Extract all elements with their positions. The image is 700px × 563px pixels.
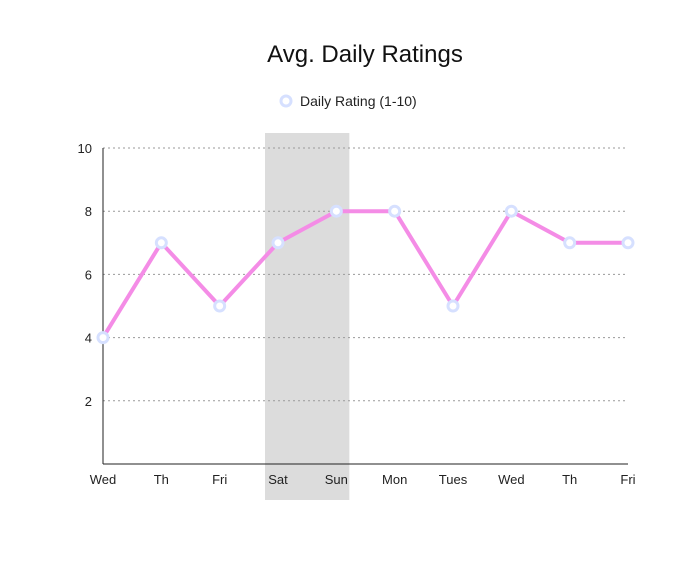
y-tick-label: 8 xyxy=(85,204,92,219)
data-point[interactable] xyxy=(96,331,110,345)
x-tick-label: Fri xyxy=(212,472,227,487)
data-point[interactable] xyxy=(154,236,168,250)
data-point[interactable] xyxy=(271,236,285,250)
y-tick-label: 2 xyxy=(85,394,92,409)
x-tick-label: Tues xyxy=(439,472,468,487)
series-line xyxy=(101,209,630,340)
x-tick-label: Th xyxy=(154,472,169,487)
legend-label: Daily Rating (1-10) xyxy=(300,93,417,109)
weekend-highlight-band xyxy=(265,133,350,500)
x-tick-label: Wed xyxy=(498,472,525,487)
x-tick-label: Sun xyxy=(325,472,348,487)
grid-lines xyxy=(103,147,628,402)
y-axis-ticks: 2 4 6 8 10 xyxy=(78,141,92,409)
data-point[interactable] xyxy=(621,236,635,250)
data-point[interactable] xyxy=(213,299,227,313)
chart-title: Avg. Daily Ratings xyxy=(267,41,463,68)
x-tick-label: Th xyxy=(562,472,577,487)
x-tick-label: Wed xyxy=(90,472,117,487)
x-tick-label: Sat xyxy=(268,472,288,487)
data-point[interactable] xyxy=(563,236,577,250)
y-tick-label: 6 xyxy=(85,267,92,282)
x-tick-label: Mon xyxy=(382,472,407,487)
y-tick-label: 4 xyxy=(85,331,92,346)
data-point[interactable] xyxy=(329,204,343,218)
legend[interactable]: Daily Rating (1-10) xyxy=(279,93,417,109)
legend-marker-icon xyxy=(279,94,293,108)
x-tick-label: Fri xyxy=(620,472,635,487)
data-point[interactable] xyxy=(504,204,518,218)
data-point[interactable] xyxy=(388,204,402,218)
series-group xyxy=(96,204,635,345)
data-point[interactable] xyxy=(446,299,460,313)
y-tick-label: 10 xyxy=(78,141,92,156)
x-axis-ticks: Wed Th Fri Sat Sun Mon Tues Wed Th Fri xyxy=(90,472,636,487)
